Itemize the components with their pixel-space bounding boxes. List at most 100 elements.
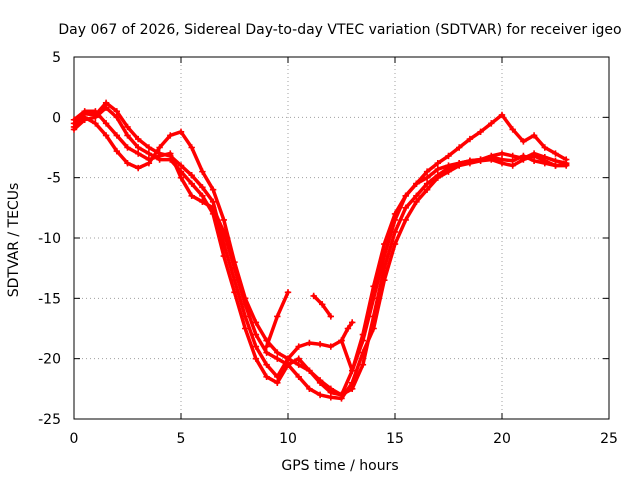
fragment-point <box>310 292 317 300</box>
series-point <box>552 162 559 169</box>
series-point <box>231 289 238 296</box>
series-point <box>413 192 420 199</box>
series-point <box>466 135 474 143</box>
series-point <box>252 319 260 326</box>
grid <box>74 57 609 419</box>
series-point <box>295 343 302 350</box>
series-point <box>477 128 484 136</box>
series-point <box>413 198 420 205</box>
series-point <box>209 186 217 193</box>
series-point <box>413 180 420 187</box>
series-point <box>135 135 142 143</box>
series-point <box>338 391 345 399</box>
series-point <box>488 153 495 161</box>
series-point <box>263 349 270 356</box>
series-point <box>135 164 142 172</box>
series-point <box>70 123 78 131</box>
series-point <box>263 361 270 368</box>
y-axis-label: SDTVAR / TECUs <box>6 183 22 298</box>
series-point <box>434 159 441 167</box>
series-point <box>167 150 174 157</box>
series-point <box>124 144 131 151</box>
series-point <box>188 144 195 151</box>
y-tick-label: -10 <box>38 231 61 247</box>
series-line-2 <box>72 105 568 397</box>
series-point <box>295 373 302 380</box>
x-axis-label: GPS time / hours <box>281 458 398 474</box>
series-point <box>563 162 570 169</box>
y-tick-label: 5 <box>52 50 61 66</box>
series-point <box>381 277 388 284</box>
series-point <box>124 132 131 139</box>
series-point <box>381 240 388 248</box>
series-point <box>113 108 120 115</box>
series-point <box>541 159 548 167</box>
series-point <box>445 162 452 169</box>
fragment-point <box>327 313 334 320</box>
series-point <box>199 168 206 175</box>
series-point <box>316 379 324 386</box>
series-point <box>188 192 195 199</box>
series-point <box>199 192 206 199</box>
y-tick-label: -20 <box>38 352 61 368</box>
series-point <box>113 132 120 139</box>
x-tick-label: 5 <box>177 431 186 447</box>
series-point <box>70 116 78 123</box>
fragment-line-3 <box>339 320 354 343</box>
series-point <box>199 184 206 191</box>
fragment-point <box>319 301 326 308</box>
series-point <box>434 166 441 173</box>
series-point <box>445 168 452 175</box>
series-point <box>220 252 227 260</box>
series-point <box>156 152 163 160</box>
fragment-point <box>344 325 352 332</box>
series-point <box>509 126 516 133</box>
series-point <box>456 159 463 167</box>
y-tick-label: 0 <box>52 110 61 126</box>
series-point <box>295 355 302 362</box>
series-point <box>188 172 195 179</box>
series-point <box>498 150 506 157</box>
series-point <box>188 180 195 187</box>
series-point <box>552 150 559 157</box>
series-point <box>252 355 260 362</box>
series-point <box>124 159 131 167</box>
series-point <box>252 331 260 338</box>
series-point <box>509 157 516 164</box>
series-point <box>209 198 217 205</box>
series-point <box>498 111 506 119</box>
series-point <box>359 349 367 356</box>
fragment-point <box>338 337 345 344</box>
series-point <box>242 295 249 302</box>
series-point <box>316 340 324 348</box>
series-point <box>359 331 367 338</box>
x-tick-label: 10 <box>279 431 297 447</box>
series-point <box>124 123 131 131</box>
series-point <box>242 325 249 332</box>
series-point <box>520 138 527 145</box>
series-point <box>113 114 120 121</box>
chart-title: Day 067 of 2026, Sidereal Day-to-day VTE… <box>58 22 621 38</box>
series-point <box>349 379 356 386</box>
series-point <box>423 180 431 187</box>
series-point <box>520 152 527 160</box>
series-point <box>209 204 217 212</box>
series-point <box>102 104 110 111</box>
series-point <box>156 144 163 151</box>
series-point <box>327 343 334 350</box>
series-point <box>370 325 377 332</box>
fragment-point <box>263 343 270 350</box>
series-point <box>81 108 88 115</box>
series-point <box>145 144 153 151</box>
series-point <box>284 355 292 362</box>
series-point <box>498 156 506 163</box>
y-tick-label: -25 <box>38 412 61 428</box>
series-point <box>92 120 99 127</box>
series-point <box>530 132 538 139</box>
series-line-1 <box>72 101 568 379</box>
series-point <box>199 198 206 205</box>
y-tick-label: -5 <box>47 171 61 187</box>
series-point <box>135 144 142 151</box>
series-point <box>274 349 281 356</box>
series-point <box>145 150 153 157</box>
